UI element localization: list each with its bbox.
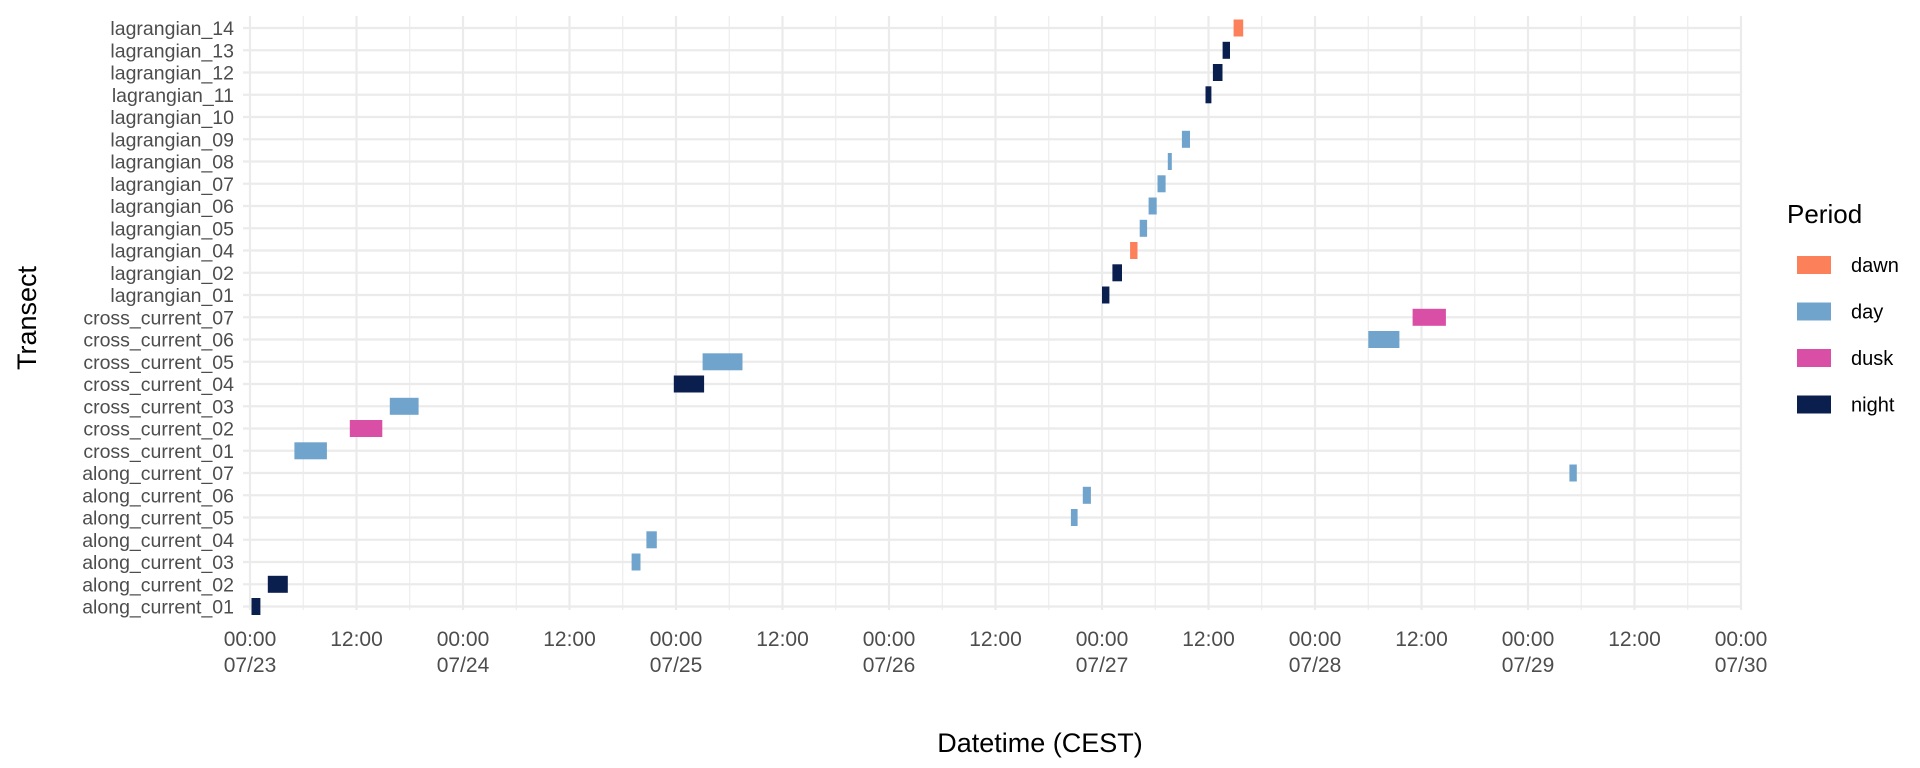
x-tick-label-time: 00:00 [437, 628, 490, 651]
x-tick-label-time: 00:00 [224, 628, 277, 651]
x-tick-label-time: 00:00 [1076, 628, 1129, 651]
bar-cross_current_04 [673, 375, 705, 393]
bar-lagrangian_12 [1212, 64, 1223, 81]
x-tick-label-time: 00:00 [1715, 628, 1768, 651]
bar-lagrangian_08 [1167, 153, 1172, 170]
y-tick-label: along_current_01 [82, 597, 234, 619]
bar-along_current_02 [267, 575, 288, 593]
legend-swatch-day [1797, 302, 1831, 321]
bar-along_current_01 [251, 598, 261, 615]
bar-cross_current_03 [389, 397, 419, 415]
y-tick-label: lagrangian_07 [110, 174, 234, 196]
y-tick-label: cross_current_03 [83, 396, 234, 418]
y-tick-label: along_current_05 [82, 508, 234, 530]
legend-swatch-dawn [1797, 256, 1831, 274]
bar-cross_current_01 [294, 442, 327, 460]
y-tick-label: along_current_06 [82, 485, 234, 507]
x-tick-label-time: 12:00 [1608, 628, 1661, 651]
x-tick-label-time: 12:00 [543, 628, 596, 651]
y-tick-label: lagrangian_13 [110, 40, 234, 62]
legend-label-night: night [1851, 395, 1895, 417]
bar-lagrangian_09 [1181, 130, 1190, 148]
y-tick-label: along_current_07 [82, 463, 234, 485]
y-tick-label: lagrangian_14 [110, 18, 234, 40]
y-tick-label: along_current_03 [82, 552, 234, 574]
grid-lines [243, 16, 1743, 610]
legend-label-dusk: dusk [1851, 348, 1894, 370]
y-tick-label: lagrangian_10 [110, 107, 234, 129]
y-tick-label: cross_current_04 [83, 374, 234, 396]
x-tick-label-time: 00:00 [1289, 628, 1342, 651]
bar-lagrangian_13 [1222, 41, 1230, 59]
x-tick-label-date: 07/24 [437, 654, 490, 677]
bar-lagrangian_04 [1130, 242, 1138, 259]
x-tick-label-date: 07/29 [1502, 654, 1555, 677]
legend: Period dawn day dusk night [1787, 199, 1899, 417]
y-tick-label: cross_current_01 [83, 441, 234, 463]
x-tick-label-date: 07/23 [224, 654, 277, 677]
x-tick-label-time: 00:00 [1502, 628, 1555, 651]
bar-cross_current_05 [702, 353, 743, 371]
bar-lagrangian_14 [1233, 19, 1244, 37]
bar-cross_current_02 [349, 420, 383, 437]
y-tick-label: along_current_02 [82, 574, 234, 596]
x-tick-label-date: 07/25 [650, 654, 703, 677]
y-tick-label: cross_current_02 [83, 419, 234, 441]
bar-along_current_04 [646, 531, 657, 549]
x-tick-label-time: 00:00 [863, 628, 916, 651]
x-tick-label-time: 12:00 [330, 628, 383, 651]
x-tick-labels: 00:00 07/23 12:00 00:00 07/24 12:00 00:00 07/25… [224, 628, 1768, 677]
y-tick-label: cross_current_05 [83, 352, 234, 374]
y-tick-label: along_current_04 [82, 530, 234, 552]
x-tick-label-time: 12:00 [756, 628, 809, 651]
x-axis-title: Datetime (CEST) [937, 728, 1143, 758]
legend-swatch-dusk [1797, 349, 1831, 367]
bar-lagrangian_01 [1102, 286, 1110, 304]
bar-along_current_03 [631, 553, 641, 571]
bar-lagrangian_02 [1112, 264, 1122, 282]
x-tick-label-date: 07/26 [863, 654, 916, 677]
bar-along_current_06 [1082, 486, 1091, 504]
y-tick-label: lagrangian_01 [110, 285, 234, 307]
y-tick-label: lagrangian_11 [112, 85, 234, 107]
y-tick-label: lagrangian_04 [110, 241, 234, 263]
y-tick-label: cross_current_06 [83, 330, 234, 352]
y-tick-label: lagrangian_02 [110, 263, 234, 285]
y-tick-labels: along_current_01along_current_02along_cu… [82, 18, 234, 619]
y-tick-label: lagrangian_12 [110, 63, 234, 85]
x-tick-label-time: 12:00 [969, 628, 1022, 651]
bar-along_current_05 [1070, 509, 1078, 526]
bar-lagrangian_07 [1157, 175, 1166, 193]
y-tick-label: lagrangian_09 [110, 129, 234, 151]
bar-along_current_07 [1569, 464, 1577, 482]
y-tick-label: cross_current_07 [83, 307, 234, 329]
bar-cross_current_07 [1412, 308, 1446, 326]
y-tick-label: lagrangian_05 [110, 218, 234, 240]
y-axis-title: Transect [12, 265, 42, 370]
bar-cross_current_06 [1368, 331, 1400, 348]
y-tick-label: lagrangian_06 [110, 196, 234, 218]
legend-swatch-night [1797, 395, 1831, 414]
bar-lagrangian_11 [1205, 86, 1212, 104]
bar-lagrangian_06 [1148, 197, 1157, 215]
y-tick-label: lagrangian_08 [110, 152, 234, 174]
legend-label-day: day [1851, 302, 1883, 324]
x-tick-label-time: 12:00 [1395, 628, 1448, 651]
x-tick-label-time: 12:00 [1182, 628, 1235, 651]
bar-lagrangian_05 [1139, 219, 1148, 237]
x-tick-label-date: 07/30 [1715, 654, 1768, 677]
x-tick-label-date: 07/28 [1289, 654, 1342, 677]
x-tick-label-time: 00:00 [650, 628, 703, 651]
legend-label-dawn: dawn [1851, 255, 1899, 277]
bars [251, 19, 1577, 615]
x-tick-label-date: 07/27 [1076, 654, 1129, 677]
legend-title: Period [1787, 199, 1862, 229]
